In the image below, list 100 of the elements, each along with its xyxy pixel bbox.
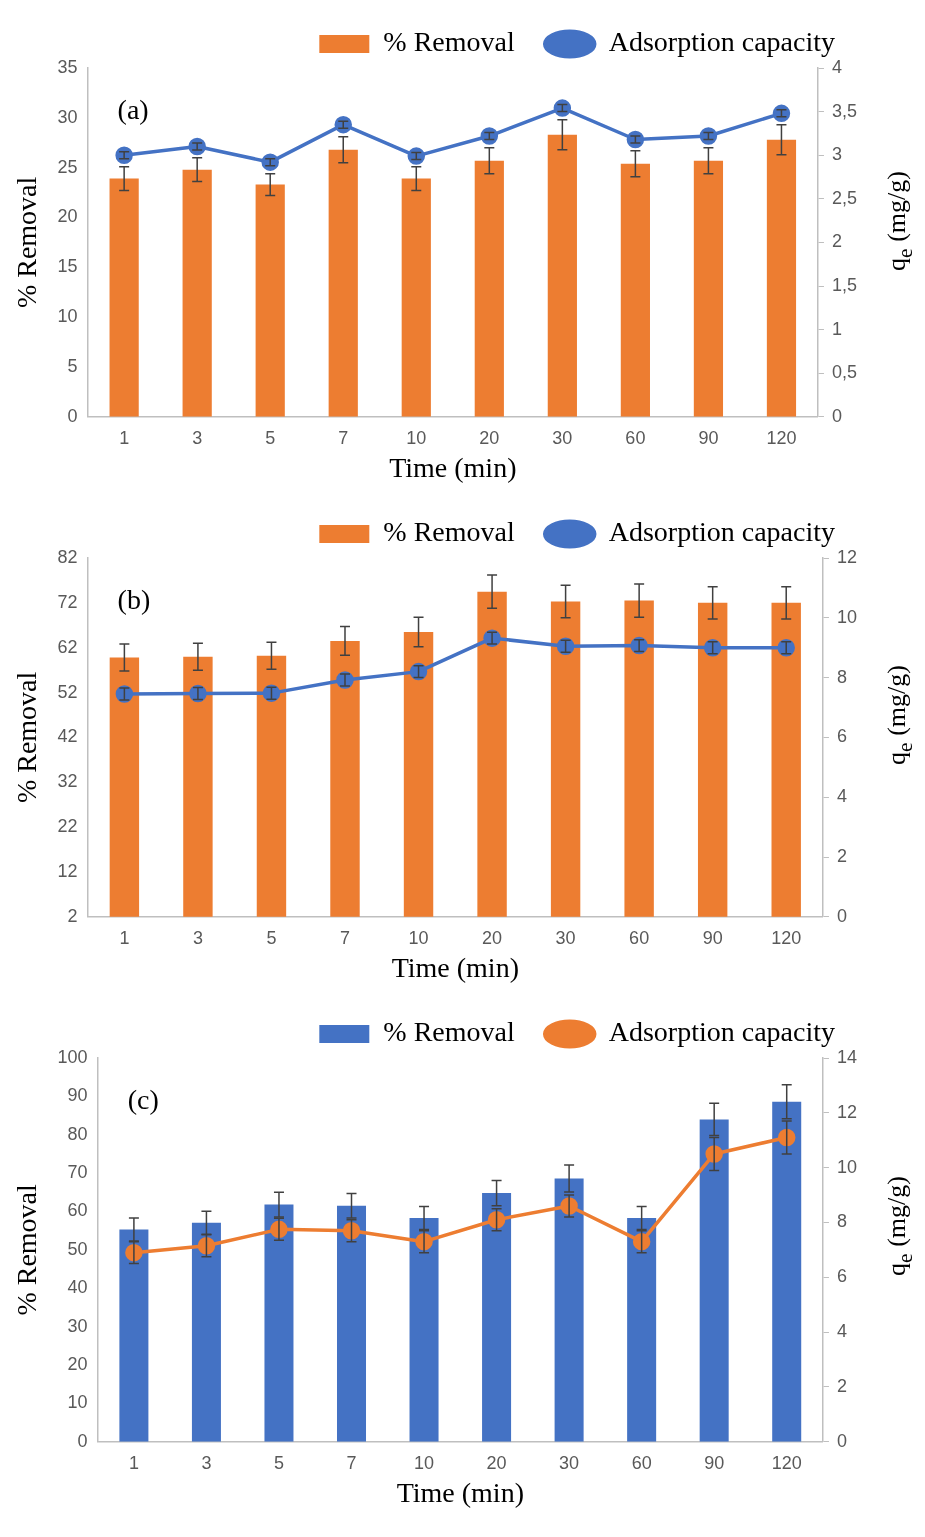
y-axis-title: % Removal bbox=[11, 671, 43, 804]
x-tick-label: 5 bbox=[266, 927, 277, 948]
bar bbox=[191, 1222, 221, 1442]
x-tick-label: 60 bbox=[625, 427, 646, 448]
bar bbox=[409, 1218, 439, 1442]
y2-tick-label: 8 bbox=[836, 666, 847, 687]
x-tick-label: 1 bbox=[119, 927, 130, 948]
y2-tick-label: 0 bbox=[836, 1430, 847, 1451]
y-tick-label: 40 bbox=[67, 1277, 88, 1298]
x-tick-label: 3 bbox=[192, 927, 203, 948]
y2-tick-label: 1,5 bbox=[831, 274, 858, 295]
y-tick-label: 90 bbox=[67, 1085, 88, 1106]
y-tick-label: 20 bbox=[57, 206, 78, 227]
y-tick-label: 32 bbox=[57, 771, 78, 792]
y-tick-label: 20 bbox=[67, 1354, 88, 1375]
y2-tick-label: 4 bbox=[836, 786, 847, 807]
x-tick-label: 7 bbox=[338, 427, 349, 448]
y-tick-label: 30 bbox=[67, 1315, 88, 1336]
bar bbox=[554, 1178, 584, 1442]
y2-tick-label: 2 bbox=[836, 845, 847, 866]
x-tick-label: 90 bbox=[698, 427, 719, 448]
y2-tick-label: 12 bbox=[836, 546, 858, 567]
x-tick-label: 30 bbox=[552, 427, 573, 448]
y2-tick-label: 4 bbox=[831, 56, 842, 77]
y-tick-label: 70 bbox=[67, 1162, 88, 1183]
point bbox=[334, 115, 352, 134]
bar bbox=[264, 1204, 294, 1442]
point bbox=[626, 130, 645, 149]
x-tick-label: 30 bbox=[555, 927, 576, 948]
x-tick-label: 5 bbox=[273, 1452, 284, 1473]
legend-label: % Removal bbox=[383, 1016, 515, 1048]
bar bbox=[482, 1193, 512, 1442]
y-axis-title: % Removal bbox=[11, 1183, 43, 1316]
y-tick-label: 80 bbox=[67, 1123, 88, 1144]
y-tick-label: 60 bbox=[67, 1200, 88, 1221]
y-tick-label: 2 bbox=[67, 905, 78, 926]
bar bbox=[182, 169, 212, 417]
x-axis-title: Time (min) bbox=[396, 1476, 524, 1508]
x-axis-title: Time (min) bbox=[389, 451, 517, 483]
x-tick-label: 120 bbox=[771, 927, 802, 948]
y2-tick-label: 8 bbox=[836, 1211, 847, 1232]
y-tick-label: 25 bbox=[57, 156, 78, 177]
y2-tick-label: 4 bbox=[836, 1321, 847, 1342]
y2-tick-label: 0 bbox=[831, 405, 842, 426]
y-tick-label: 52 bbox=[57, 681, 78, 702]
y-tick-label: 42 bbox=[57, 726, 78, 747]
bar bbox=[474, 160, 504, 417]
bar bbox=[627, 1218, 657, 1442]
point bbox=[407, 147, 426, 165]
x-tick-label: 90 bbox=[702, 927, 723, 948]
y-tick-label: 50 bbox=[67, 1238, 88, 1259]
y-tick-label: 15 bbox=[57, 256, 78, 277]
y-tick-label: 82 bbox=[57, 546, 78, 567]
y2-tick-label: 3,5 bbox=[831, 100, 858, 121]
bar bbox=[693, 160, 724, 417]
legend-label: Adsorption capacity bbox=[608, 1016, 836, 1048]
legend-label: % Removal bbox=[383, 26, 515, 58]
point bbox=[553, 99, 572, 117]
point bbox=[115, 146, 133, 164]
bar bbox=[766, 139, 797, 417]
point bbox=[777, 1128, 796, 1147]
y-tick-label: 72 bbox=[57, 591, 78, 612]
y2-tick-label: 0 bbox=[836, 905, 847, 926]
point bbox=[480, 127, 499, 145]
point bbox=[772, 104, 791, 123]
y2-tick-label: 1 bbox=[831, 318, 842, 339]
y2-tick-label: 2 bbox=[831, 231, 842, 252]
x-tick-label: 1 bbox=[119, 427, 130, 448]
x-tick-label: 3 bbox=[201, 1452, 212, 1473]
legend-label: Adsorption capacity bbox=[608, 516, 836, 548]
y2-tick-label: 3 bbox=[831, 144, 842, 165]
x-axis-title: Time (min) bbox=[391, 951, 519, 983]
x-tick-label: 10 bbox=[406, 427, 427, 448]
bar bbox=[328, 149, 358, 417]
bar bbox=[620, 163, 650, 417]
y-tick-label: 10 bbox=[57, 306, 78, 327]
x-tick-label: 3 bbox=[192, 427, 203, 448]
y2-tick-label: 10 bbox=[836, 1156, 858, 1177]
x-tick-label: 60 bbox=[631, 1452, 652, 1473]
y2-tick-label: 2,5 bbox=[831, 187, 858, 208]
x-tick-label: 10 bbox=[408, 927, 429, 948]
x-tick-label: 20 bbox=[479, 427, 500, 448]
point bbox=[699, 127, 718, 145]
x-tick-label: 10 bbox=[414, 1452, 435, 1473]
x-tick-label: 7 bbox=[346, 1452, 357, 1473]
legend-label: Adsorption capacity bbox=[608, 26, 836, 58]
y-tick-label: 0 bbox=[77, 1430, 88, 1451]
y-tick-label: 0 bbox=[67, 405, 78, 426]
x-tick-label: 120 bbox=[766, 427, 797, 448]
y2-tick-label: 6 bbox=[836, 726, 847, 747]
x-tick-label: 5 bbox=[265, 427, 276, 448]
y-tick-label: 62 bbox=[57, 636, 78, 657]
x-tick-label: 1 bbox=[128, 1452, 139, 1473]
x-tick-label: 90 bbox=[704, 1452, 725, 1473]
x-tick-label: 30 bbox=[559, 1452, 580, 1473]
y-tick-label: 12 bbox=[57, 860, 78, 881]
y2-tick-label: 6 bbox=[836, 1266, 847, 1287]
y-tick-label: 30 bbox=[57, 106, 78, 127]
x-tick-label: 7 bbox=[339, 927, 350, 948]
y2-tick-label: 2 bbox=[836, 1375, 847, 1396]
